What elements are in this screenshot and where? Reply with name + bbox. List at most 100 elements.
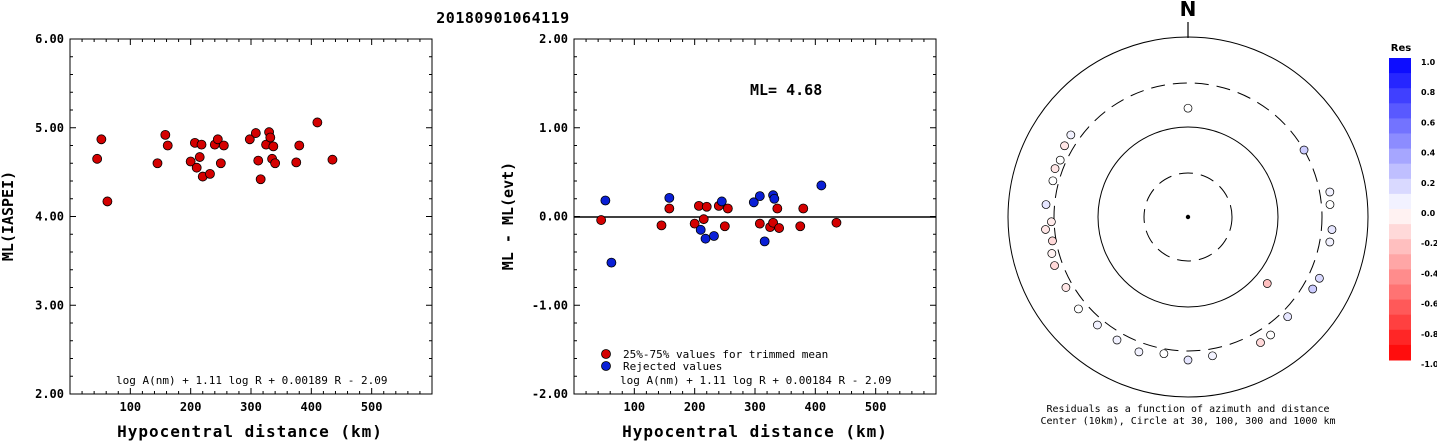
left-ytick-label: 5.00: [35, 121, 64, 135]
mid-x-axis-label: Hypocentral distance (km): [622, 422, 888, 441]
station-residual-marker: [1047, 217, 1056, 227]
left-points: [92, 117, 338, 207]
mid-ytick-label: 0.00: [539, 210, 568, 224]
colorbar-segment: [1389, 254, 1411, 270]
colorbar-tick-label: 0.4: [1421, 149, 1436, 158]
rejected-residual-point: [748, 197, 759, 208]
left-formula: log A(nm) + 1.11 log R + 0.00189 R - 2.0…: [116, 374, 388, 387]
station-residual-marker: [1112, 335, 1122, 345]
trimmed-residual-point: [798, 203, 809, 214]
polar-points: [1041, 103, 1337, 365]
ml-station-point: [194, 152, 205, 162]
station-residual-marker: [1055, 155, 1065, 165]
left-xtick-label: 100: [119, 400, 141, 414]
station-residual-marker: [1283, 312, 1293, 322]
ml-station-point: [291, 157, 302, 168]
ml-station-point: [160, 129, 171, 140]
ml-station-point: [205, 168, 215, 179]
station-residual-marker: [1093, 320, 1102, 330]
station-residual-marker: [1256, 338, 1265, 347]
station-residual-marker: [1315, 273, 1324, 283]
ml-station-point: [250, 128, 261, 138]
station-residual-marker: [1325, 200, 1335, 209]
ml-station-point: [191, 162, 202, 173]
station-residual-marker: [1208, 351, 1217, 361]
rejected-residual-point: [816, 180, 827, 191]
right-panel: N Residuals as a function of azimuth and…: [1007, 0, 1437, 427]
mid-y-axis-label: ML - ML(evt): [499, 162, 517, 270]
ring-1000km: [1007, 36, 1369, 398]
station-residual-marker: [1325, 187, 1335, 197]
mid-y-ticks: -2.00 -1.00 0.00 1.00 2.00: [532, 32, 936, 401]
colorbar-segment: [1389, 118, 1411, 134]
ring-300km: [1053, 82, 1323, 352]
rejected-residual-point: [700, 233, 711, 244]
colorbar-tick-label: 0.6: [1421, 118, 1436, 127]
rejected-residual-point: [759, 236, 770, 247]
trimmed-residual-point: [689, 218, 700, 229]
station-residual-marker: [1134, 347, 1144, 357]
ml-station-point: [268, 141, 279, 152]
trimmed-residual-point: [719, 221, 730, 232]
ml-station-point: [162, 140, 173, 151]
ml-station-point: [152, 158, 163, 169]
epicenter-marker: [1185, 214, 1191, 220]
mid-formula: log A(nm) + 1.11 log R + 0.00184 R - 2.0…: [620, 374, 892, 387]
station-residual-marker: [1047, 249, 1057, 258]
ring-100km: [1097, 126, 1279, 308]
ml-station-point: [212, 134, 223, 145]
legend-rejected-marker: [601, 361, 611, 371]
station-residual-marker: [1183, 355, 1193, 365]
ml-station-point: [270, 158, 281, 169]
colorbar-segment: [1389, 269, 1411, 285]
trimmed-residual-point: [772, 203, 783, 214]
colorbar-tick-label: 0.8: [1421, 88, 1436, 97]
ml-station-point: [215, 158, 226, 169]
mid-x-ticks: 100 200 300 400 500: [573, 39, 937, 414]
colorbar-segment: [1389, 88, 1411, 104]
colorbar-segment: [1389, 239, 1411, 255]
ml-station-point: [294, 140, 305, 151]
left-xtick-label: 200: [180, 400, 202, 414]
station-residual-marker: [1266, 330, 1275, 340]
figure-title: 20180901064119: [436, 9, 569, 27]
colorbar-segment: [1389, 148, 1411, 165]
trimmed-residual-point: [701, 201, 712, 212]
colorbar-segment: [1389, 193, 1411, 210]
ml-station-point: [185, 156, 196, 167]
colorbar-ticks: 1.0 0.8 0.6 0.4 0.2 0.0 -0.2 -0.4 -0.6 -0.8 -1.0: [1421, 58, 1437, 369]
left-y-axis-label: ML(IASPEI): [0, 171, 17, 261]
legend-rejected-label: Rejected values: [623, 360, 722, 373]
station-residual-marker: [1262, 279, 1272, 288]
middle-panel: -2.00 -1.00 0.00 1.00 2.00 100 200 300 400 500 M…: [499, 32, 937, 441]
trimmed-residual-point: [698, 214, 709, 225]
left-y-ticks: 2.00 3.00 4.00 5.00 6.00: [35, 32, 432, 401]
mid-xtick-label: 500: [865, 400, 887, 414]
trimmed-residual-point: [596, 215, 607, 225]
station-residual-marker: [1048, 176, 1058, 186]
legend-trimmed-label: 25%-75% values for trimmed mean: [623, 348, 828, 361]
colorbar-segment: [1389, 284, 1411, 301]
station-residual-marker: [1327, 225, 1337, 234]
trimmed-residual-point: [774, 223, 785, 233]
rejected-residual-point: [709, 231, 719, 241]
rejected-residual-point: [600, 195, 611, 206]
mid-ytick-label: -1.00: [532, 298, 568, 312]
trimmed-residual-point: [795, 221, 806, 232]
colorbar-tick-label: -0.8: [1421, 330, 1437, 339]
left-xtick-label: 400: [300, 400, 322, 414]
station-residual-marker: [1325, 237, 1335, 247]
mid-xtick-label: 400: [804, 400, 826, 414]
rejected-residual-point: [754, 191, 765, 201]
colorbar-segment: [1389, 103, 1411, 119]
ml-station-point: [253, 155, 264, 166]
ring-30km: [1143, 172, 1233, 262]
colorbar: [1389, 58, 1411, 361]
trimmed-residual-point: [754, 218, 765, 229]
station-residual-marker: [1050, 164, 1060, 173]
legend-trimmed-marker: [601, 349, 611, 359]
station-residual-marker: [1041, 225, 1050, 234]
colorbar-segment: [1389, 178, 1411, 195]
trimmed-residual-point: [722, 203, 733, 214]
